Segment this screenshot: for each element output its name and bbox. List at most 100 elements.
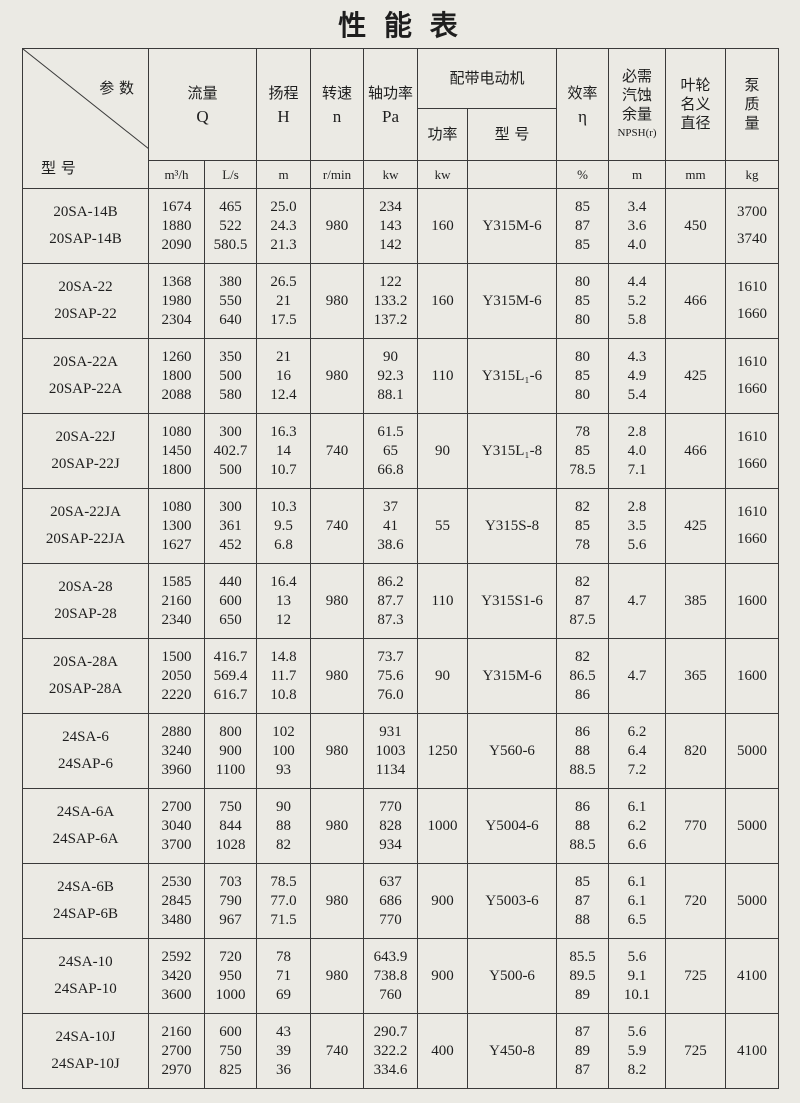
header-label: 转速: [322, 83, 353, 102]
cell-text: 82: [575, 498, 591, 515]
cell-text: 1260: [161, 348, 192, 365]
table-cell: 20SA-22JA 20SAP-22JA: [22, 488, 149, 564]
cell-text: 365: [684, 667, 707, 684]
table-cell: 1000: [417, 788, 469, 864]
table-cell: 4.7: [608, 638, 667, 714]
table-row: 20SA-22J 20SAP-22J 1080 1450 1800 300 402.7 500…: [22, 413, 780, 489]
cell-text: 80: [575, 311, 591, 328]
cell-text: 20SA-22J: [55, 429, 116, 445]
header-label: 轴功率: [368, 83, 414, 102]
cell-text: 85.5: [569, 948, 596, 965]
cell-text: 88.1: [377, 386, 404, 403]
cell-text: 1610: [737, 429, 768, 445]
table-cell: 980: [310, 338, 365, 414]
cell-text: 5.6: [627, 948, 647, 965]
table-cell: 110: [417, 563, 469, 639]
cell-text: 550: [219, 292, 242, 309]
cell-text: 86.2: [377, 573, 404, 590]
cell-text: 600: [219, 1023, 242, 1040]
table-cell: 6.2 6.4 7.2: [608, 713, 667, 789]
cell-text: 686: [379, 892, 402, 909]
table-cell: 740: [310, 1013, 365, 1089]
cell-text: 900: [431, 892, 454, 909]
cell-text: 85: [575, 367, 591, 384]
cell-text: 790: [219, 892, 242, 909]
header-label: 必需: [622, 66, 653, 85]
table-cell: 931 1003 1134: [363, 713, 419, 789]
cell-text: 6.1: [627, 892, 647, 909]
cell-text: 640: [219, 311, 242, 328]
header-label: 型 号: [41, 159, 76, 177]
cell-text: 5.4: [627, 386, 647, 403]
table-cell: 82 85 78: [556, 488, 610, 564]
cell-text: 4.3: [627, 348, 647, 365]
header-symbol: Pa: [382, 106, 400, 126]
cell-text: 750: [219, 798, 242, 815]
cell-text: 24SA-10: [58, 954, 113, 970]
table-cell: 90 92.3 88.1: [363, 338, 419, 414]
cell-text: 85: [575, 517, 591, 534]
cell-text: 24SAP-10J: [51, 1056, 120, 1072]
cell-text: 2970: [161, 1061, 192, 1078]
cell-text: 1660: [737, 381, 768, 397]
cell-text: 720: [684, 892, 707, 909]
cell-text: 500: [219, 367, 242, 384]
table-cell: 720 950 1000: [203, 938, 258, 1014]
table-cell: 2700 3040 3700: [148, 788, 205, 864]
cell-text: 110: [431, 592, 454, 609]
table-cell: 1610 1660: [725, 263, 780, 339]
cell-text: 73.7: [377, 648, 404, 665]
cell-text: 80: [575, 348, 591, 365]
table-cell: 365: [665, 638, 727, 714]
table-cell: 2160 2700 2970: [148, 1013, 205, 1089]
table-cell: 980: [310, 938, 365, 1014]
table-cell: 86 88 88.5: [556, 788, 610, 864]
cell-text: 3700: [161, 836, 192, 853]
cell-text: Y5004-6: [485, 817, 539, 834]
cell-text: 9.5: [274, 517, 293, 534]
cell-text: 1368: [161, 273, 192, 290]
header-label: 量: [744, 114, 760, 132]
cell-text: Y5003-6: [485, 892, 539, 909]
table-cell: 110: [417, 338, 469, 414]
table-cell: 82 86.5 86: [556, 638, 610, 714]
header-cell: 必需 汽蚀 余量 NPSH(r): [608, 48, 667, 161]
cell-text: 24SAP-10: [54, 981, 117, 997]
cell-text: Y315S-8: [484, 517, 540, 534]
table-cell: 740: [310, 413, 365, 489]
table-cell: Y315M-6: [467, 263, 558, 339]
table-cell: 900: [417, 938, 469, 1014]
table-cell: 5.6 5.9 8.2: [608, 1013, 667, 1089]
table-cell: Y315M-6: [467, 188, 558, 264]
cell-text: 87: [575, 1061, 591, 1078]
cell-text: 980: [325, 667, 349, 684]
cell-text: Y315L₁-6: [481, 367, 543, 384]
cell-text: 36: [276, 1061, 292, 1078]
cell-text: 78: [276, 948, 292, 965]
unit-cell: [467, 160, 558, 189]
header-cell: 泵质量: [725, 48, 780, 161]
cell-text: 142: [379, 236, 402, 253]
cell-text: 13: [276, 592, 292, 609]
table-cell: 465 522 580.5: [203, 188, 258, 264]
cell-text: 465: [219, 198, 242, 215]
table-cell: Y315S-8: [467, 488, 558, 564]
cell-text: 82: [575, 573, 591, 590]
table-cell: 102 100 93: [256, 713, 312, 789]
cell-text: 20SAP-14B: [49, 231, 122, 247]
table-cell: 25.0 24.3 21.3: [256, 188, 312, 264]
cell-text: 770: [684, 817, 707, 834]
cell-text: 1000: [427, 817, 458, 834]
cell-text: 85: [575, 292, 591, 309]
table-cell: 85 87 85: [556, 188, 610, 264]
table-row: 20SA-22A 20SAP-22A 1260 1800 2088 350 500 580 21…: [22, 338, 780, 414]
table-cell: 980: [310, 788, 365, 864]
table-cell: 20SA-14B 20SAP-14B: [22, 188, 149, 264]
table-cell: 425: [665, 488, 727, 564]
cell-text: 88: [575, 742, 591, 759]
cell-text: 500: [219, 461, 242, 478]
header-label: 叶轮: [680, 76, 711, 94]
table-cell: 4.7: [608, 563, 667, 639]
cell-text: 7.1: [627, 461, 647, 478]
cell-text: 5.2: [627, 292, 647, 309]
